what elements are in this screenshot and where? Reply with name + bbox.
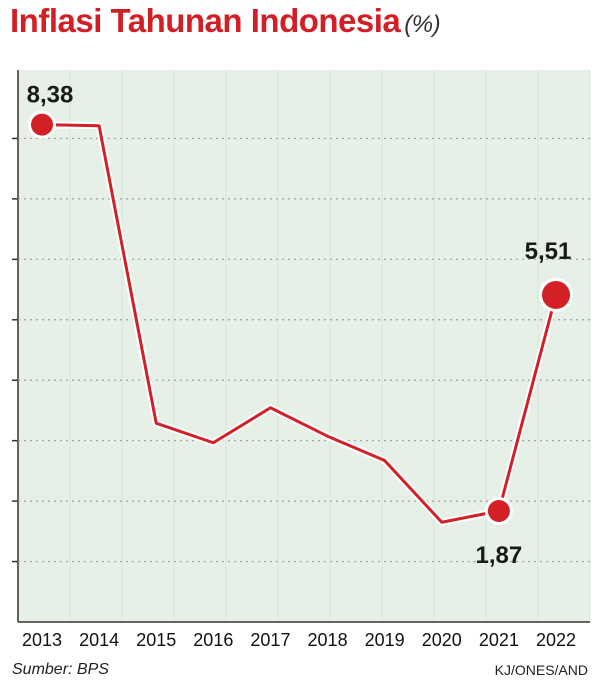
series-line xyxy=(40,123,558,524)
x-tick-label: 2016 xyxy=(193,630,233,650)
data-point xyxy=(31,113,53,136)
x-tick-label: 2014 xyxy=(79,630,119,650)
x-tick-label: 2020 xyxy=(422,630,462,650)
x-tick-label: 2019 xyxy=(365,630,405,650)
x-tick-label: 2021 xyxy=(479,630,519,650)
plot-background xyxy=(18,70,590,622)
x-tick-label: 2015 xyxy=(136,630,176,650)
data-label: 5,51 xyxy=(525,238,572,265)
x-tick-label: 2017 xyxy=(250,630,290,650)
chart-title: Inflasi Tahunan Indonesia (%) xyxy=(10,2,441,40)
x-tick-label: 2018 xyxy=(308,630,348,650)
data-point xyxy=(542,280,570,309)
data-label: 1,87 xyxy=(476,542,523,569)
data-point xyxy=(487,500,510,523)
data-label: 8,38 xyxy=(27,82,74,109)
chart-unit: (%) xyxy=(404,11,441,38)
source-note: Sumber: BPS xyxy=(12,661,109,678)
x-tick-label: 2013 xyxy=(22,630,62,650)
chart-title-text: Inflasi Tahunan Indonesia xyxy=(10,2,401,39)
x-tick-label: 2022 xyxy=(536,630,576,650)
credit-note: KJ/ONES/AND xyxy=(494,662,588,678)
